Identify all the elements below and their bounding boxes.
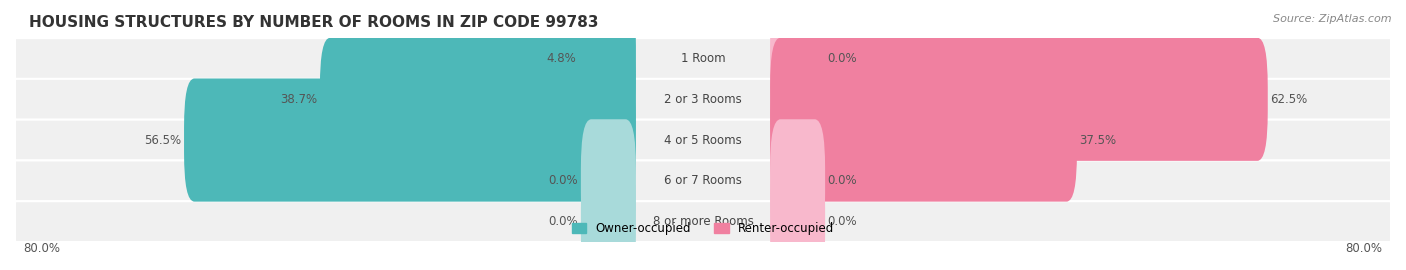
Text: 8 or more Rooms: 8 or more Rooms (652, 215, 754, 228)
Text: 4 or 5 Rooms: 4 or 5 Rooms (664, 134, 742, 147)
FancyBboxPatch shape (15, 201, 1391, 242)
FancyBboxPatch shape (15, 38, 1391, 79)
FancyBboxPatch shape (15, 79, 1391, 120)
Text: HOUSING STRUCTURES BY NUMBER OF ROOMS IN ZIP CODE 99783: HOUSING STRUCTURES BY NUMBER OF ROOMS IN… (28, 15, 599, 30)
FancyBboxPatch shape (15, 120, 1391, 160)
Text: 62.5%: 62.5% (1271, 93, 1308, 106)
Legend: Owner-occupied, Renter-occupied: Owner-occupied, Renter-occupied (567, 218, 839, 240)
Text: 0.0%: 0.0% (828, 174, 858, 187)
FancyBboxPatch shape (770, 119, 825, 242)
Text: 0.0%: 0.0% (828, 215, 858, 228)
Text: 37.5%: 37.5% (1080, 134, 1116, 147)
Text: 38.7%: 38.7% (280, 93, 318, 106)
FancyBboxPatch shape (184, 79, 636, 202)
Text: Source: ZipAtlas.com: Source: ZipAtlas.com (1274, 14, 1392, 23)
FancyBboxPatch shape (15, 160, 1391, 201)
Text: 6 or 7 Rooms: 6 or 7 Rooms (664, 174, 742, 187)
FancyBboxPatch shape (770, 79, 1077, 202)
Text: 0.0%: 0.0% (828, 52, 858, 65)
FancyBboxPatch shape (770, 38, 1268, 161)
Text: 80.0%: 80.0% (1346, 242, 1382, 255)
Text: 0.0%: 0.0% (548, 174, 578, 187)
FancyBboxPatch shape (579, 0, 636, 120)
FancyBboxPatch shape (581, 160, 636, 270)
Text: 2 or 3 Rooms: 2 or 3 Rooms (664, 93, 742, 106)
FancyBboxPatch shape (770, 160, 825, 270)
Text: 4.8%: 4.8% (547, 52, 576, 65)
FancyBboxPatch shape (321, 38, 636, 161)
FancyBboxPatch shape (770, 0, 825, 120)
Text: 56.5%: 56.5% (145, 134, 181, 147)
Text: 0.0%: 0.0% (548, 215, 578, 228)
Text: 1 Room: 1 Room (681, 52, 725, 65)
FancyBboxPatch shape (581, 119, 636, 242)
Text: 80.0%: 80.0% (24, 242, 60, 255)
